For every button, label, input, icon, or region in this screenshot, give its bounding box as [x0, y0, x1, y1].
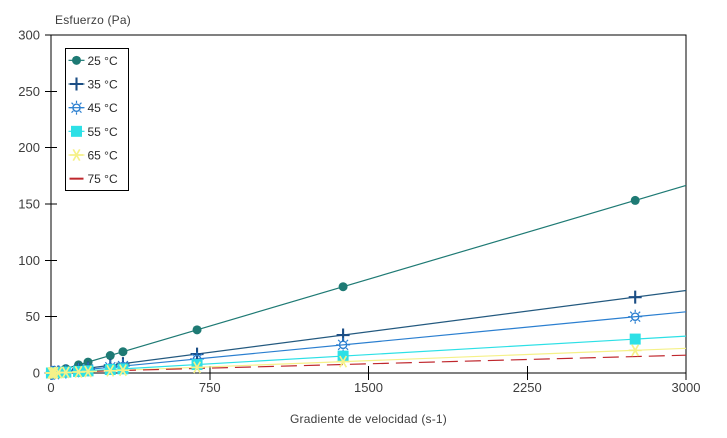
y-tick-label: 200	[18, 140, 40, 155]
data-point-45C	[345, 347, 349, 351]
data-point-25C	[118, 347, 128, 357]
y-axis-title: Esfuerzo (Pa)	[55, 13, 131, 27]
data-point-65C	[106, 364, 115, 377]
data-point-45C	[638, 311, 641, 314]
data-point-45C	[337, 347, 341, 351]
legend-item-label: 65 °C	[88, 149, 118, 163]
legend-box	[65, 48, 129, 191]
data-point-65C	[339, 355, 348, 368]
data-point-45C	[104, 361, 108, 365]
legend-marker-45C	[79, 102, 82, 105]
x-tick-label: 0	[47, 380, 54, 395]
data-point-55C	[337, 350, 349, 362]
legend-marker-45C	[71, 102, 74, 105]
x-axis-title: Gradiente de velocidad (s-1)	[289, 412, 447, 426]
legend-item-label: 35 °C	[88, 78, 118, 92]
x-tick-label: 1500	[354, 380, 383, 395]
legend-marker-45C	[79, 110, 82, 114]
legend-item-label: 25 °C	[88, 54, 118, 68]
legend-item-label: 45 °C	[88, 101, 118, 115]
data-point-65C	[54, 366, 63, 379]
legend-marker-45C	[72, 103, 81, 112]
x-tick-label: 750	[199, 380, 221, 395]
data-point-25C	[192, 325, 202, 335]
data-point-45C	[638, 319, 641, 323]
legend-marker-55C	[71, 125, 82, 137]
data-point-55C	[191, 359, 203, 371]
series-line-55C	[50, 335, 687, 374]
y-tick-label: 50	[26, 309, 40, 324]
data-point-45C	[345, 339, 349, 343]
data-point-45C	[629, 311, 633, 314]
data-point-65C	[84, 365, 93, 378]
legend-item-label: 75 °C	[88, 172, 118, 186]
series-line-45C	[50, 311, 687, 374]
data-point-65C	[61, 366, 70, 379]
series-line-75C	[50, 354, 687, 374]
data-point-35C	[628, 290, 642, 304]
data-point-65C	[118, 364, 127, 377]
data-point-25C	[105, 351, 115, 361]
y-tick-label: 150	[18, 197, 40, 212]
plot-border	[50, 34, 687, 374]
y-tick-label: 0	[33, 366, 40, 381]
legend-item-label: 55 °C	[88, 125, 118, 139]
series-line-25C	[50, 184, 687, 374]
x-tick-label: 2250	[513, 380, 542, 395]
data-point-45C	[630, 312, 640, 321]
data-point-25C	[630, 195, 640, 205]
data-point-45C	[117, 360, 121, 364]
data-point-45C	[191, 353, 195, 357]
x-tick-label: 3000	[672, 380, 701, 395]
data-point-55C	[629, 333, 641, 345]
legend-marker-65C	[72, 148, 81, 162]
data-point-65C	[631, 344, 640, 357]
data-point-45C	[199, 353, 203, 357]
legend-marker-25C	[72, 55, 81, 65]
series-line-65C	[50, 347, 687, 374]
data-point-45C	[125, 360, 129, 364]
data-point-45C	[338, 340, 348, 350]
data-point-65C	[193, 361, 202, 374]
data-point-45C	[629, 319, 633, 323]
series-line-35C	[50, 289, 687, 374]
legend-marker-35C	[70, 77, 83, 91]
data-point-45C	[113, 361, 116, 365]
data-point-25C	[338, 282, 348, 292]
legend-marker-45C	[71, 110, 74, 114]
data-point-45C	[337, 339, 341, 343]
data-point-65C	[74, 365, 83, 379]
y-tick-label: 300	[18, 28, 40, 43]
y-tick-label: 100	[18, 253, 40, 268]
y-tick-label: 250	[18, 84, 40, 99]
